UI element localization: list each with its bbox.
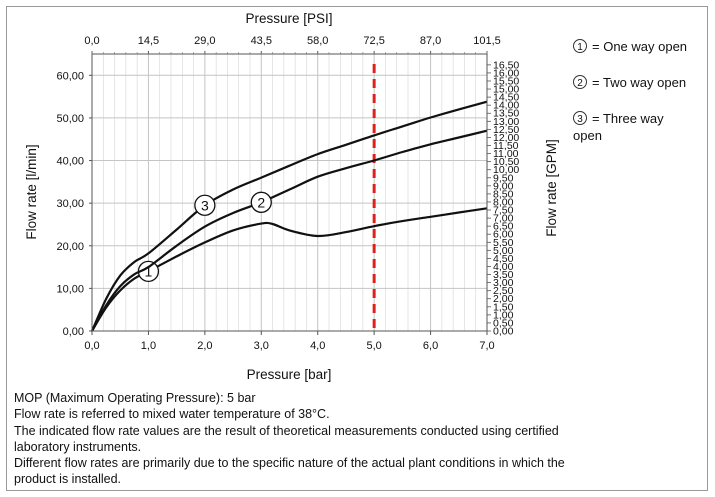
y-tick-label: 50,00 <box>56 113 84 125</box>
y2-tick-label: 3,00 <box>493 277 514 289</box>
y2-tick-label: 2,50 <box>493 285 514 297</box>
note-measurement-line2: laboratory instruments. <box>14 439 142 454</box>
note-mop: MOP (Maximum Operating Pressure): 5 bar <box>14 391 256 405</box>
x2-tick-label: 101,5 <box>473 35 501 47</box>
y-tick-label: 20,00 <box>56 241 84 253</box>
y2-tick-label: 1,00 <box>493 309 514 321</box>
y2-tick-label: 14,50 <box>493 92 519 104</box>
note-difference-line1: Different flow rates are primarily due t… <box>14 456 565 471</box>
x2-tick-label: 72,5 <box>363 35 384 47</box>
legend: 1 = One way open 2 = Two way open 3 = Three w… <box>573 39 687 143</box>
y2-tick-label: 10,00 <box>493 164 519 176</box>
legend-marker-2 <box>573 75 587 89</box>
x2-tick-label: 29,0 <box>194 35 215 47</box>
x-tick-label: 5,0 <box>366 340 381 352</box>
axes-group <box>89 51 491 335</box>
y-axis-label: Flow rate [l/min] <box>24 144 39 239</box>
y2-tick-label: 10,50 <box>493 156 519 168</box>
x-tick-label: 0,0 <box>84 340 99 352</box>
y2-tick-label: 14,00 <box>493 100 519 112</box>
y2-tick-label: 15,50 <box>493 75 519 87</box>
legend-marker-label-2: 2 <box>577 78 583 89</box>
x2-tick-label: 14,5 <box>138 35 159 47</box>
y2-tick-label: 0,00 <box>493 326 514 338</box>
y2-tick-label: 1,50 <box>493 301 514 313</box>
y2-tick-label: 15,00 <box>493 84 519 96</box>
y2-tick-label: 5,50 <box>493 237 514 249</box>
grid-lines <box>91 54 488 331</box>
x-tick-label: 3,0 <box>254 340 269 352</box>
x2-tick-label: 0,0 <box>84 35 99 47</box>
series-3-marker-label: 3 <box>201 197 209 213</box>
y2-tick-label: 2,00 <box>493 293 514 305</box>
series-2-marker <box>250 191 272 213</box>
y-tick-label: 10,00 <box>56 283 84 295</box>
y2-tick-label: 8,00 <box>493 196 514 208</box>
y2-tick-label: 8,50 <box>493 188 514 200</box>
y2-tick-label: 11,00 <box>493 148 519 160</box>
y2-tick-label: 4,50 <box>493 253 514 265</box>
legend-marker-label-1: 1 <box>577 42 583 53</box>
legend-text-3: = Three way <box>592 111 664 126</box>
y2-tick-label: 6,00 <box>493 229 514 241</box>
y2-tick-label: 6,50 <box>493 221 514 233</box>
figure-frame <box>6 6 708 491</box>
series-2-marker-label: 2 <box>257 194 265 210</box>
y2-tick-label: 7,50 <box>493 205 514 217</box>
y-tick-label: 60,00 <box>56 70 84 82</box>
y2-tick-label: 5,00 <box>493 245 514 257</box>
y2-tick-label: 11,50 <box>493 140 519 152</box>
series-1-line <box>91 207 488 332</box>
series-3-line <box>90 100 488 332</box>
legend-text-3-line2: open <box>573 128 602 143</box>
y-tick-label: 0,00 <box>63 326 84 338</box>
legend-marker-1 <box>573 39 587 53</box>
y-tick-label: 40,00 <box>56 156 84 168</box>
y2-tick-label: 16,50 <box>493 59 519 71</box>
x-tick-label: 7,0 <box>479 340 494 352</box>
y2-axis-label: Flow rate [GPM] <box>544 139 559 237</box>
y2-tick-label: 3,50 <box>493 269 514 281</box>
x-tick-label: 6,0 <box>423 340 438 352</box>
series-1-marker-label: 1 <box>145 263 153 279</box>
legend-marker-3 <box>573 111 587 125</box>
series-3-marker <box>194 194 216 216</box>
x-tick-label: 4,0 <box>310 340 325 352</box>
y2-tick-label: 13,00 <box>493 116 519 128</box>
y2-tick-label: 12,50 <box>493 124 519 136</box>
y2-tick-label: 7,00 <box>493 213 514 225</box>
y2-tick-label: 13,50 <box>493 108 519 120</box>
y2-tick-label: 9,00 <box>493 180 514 192</box>
note-measurement-line1: The indicated flow rate values are the r… <box>14 423 559 438</box>
x2-axis-label: Pressure [PSI] <box>245 11 332 26</box>
note-difference-line2: product is installed. <box>14 472 122 487</box>
y2-tick-label: 9,50 <box>493 172 514 184</box>
legend-text-1: = One way open <box>592 39 687 54</box>
tick-labels: 0,0 1,0 2,0 3,0 4,0 5,0 6,0 7,0 0,0 14,5 29,0 43,5 5… <box>56 35 519 352</box>
note-temperature: Flow rate is referred to mixed water tem… <box>14 407 330 422</box>
x2-tick-label: 58,0 <box>307 35 328 47</box>
x-tick-label: 2,0 <box>197 340 212 352</box>
y2-tick-label: 4,00 <box>493 261 514 273</box>
x-tick-label: 1,0 <box>141 340 156 352</box>
series-group: 1 2 3 <box>90 100 488 332</box>
x2-tick-label: 43,5 <box>251 35 272 47</box>
y-tick-label: 30,00 <box>56 198 84 210</box>
y2-tick-label: 16,00 <box>493 67 519 79</box>
flow-rate-chart: 1 2 3 0,0 1,0 2,0 3,0 4,0 5,0 6,0 7,0 0,0 14,5 29,0 4… <box>24 11 687 382</box>
x-axis-label: Pressure [bar] <box>247 367 332 382</box>
legend-text-2: = Two way open <box>592 75 686 90</box>
y2-tick-label: 0,50 <box>493 317 514 329</box>
x2-tick-label: 87,0 <box>420 35 441 47</box>
legend-marker-label-3: 3 <box>577 114 583 125</box>
y2-tick-label: 12,00 <box>493 132 519 144</box>
notes-block: MOP (Maximum Operating Pressure): 5 bar … <box>14 390 704 488</box>
